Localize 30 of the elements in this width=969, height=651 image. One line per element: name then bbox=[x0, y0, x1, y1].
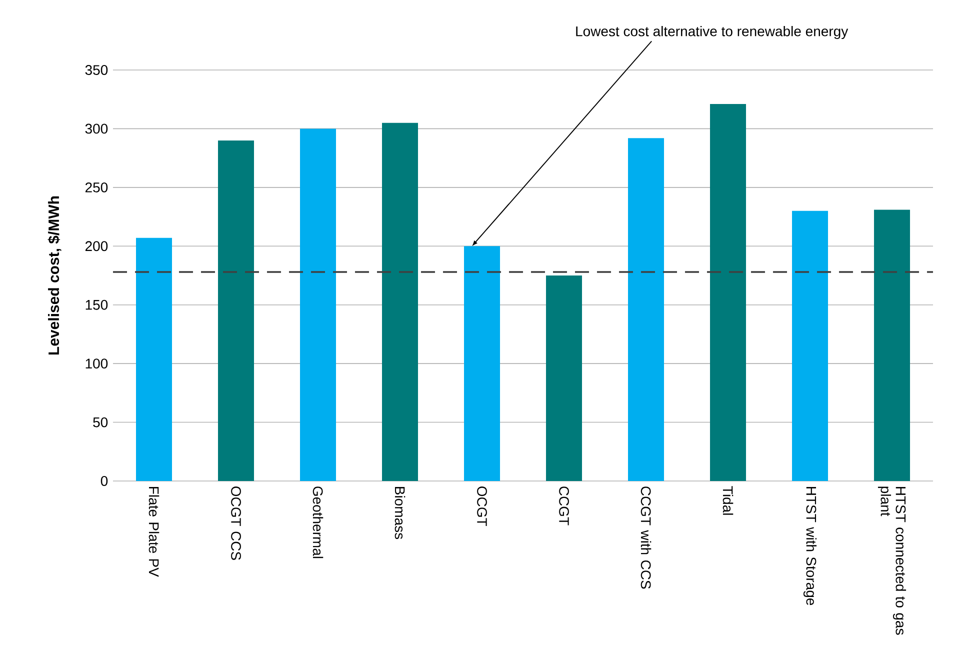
bar bbox=[136, 238, 172, 481]
y-tick-label: 300 bbox=[85, 124, 108, 134]
bar bbox=[792, 210, 828, 481]
x-tick-label: Geothermal bbox=[312, 486, 324, 558]
bar bbox=[874, 210, 910, 481]
y-tick-label: 250 bbox=[85, 182, 108, 192]
x-tick-label: HTST with Storage bbox=[803, 487, 817, 606]
y-axis-title: Levelised cost, $/MWh bbox=[48, 196, 62, 355]
y-tick-label: 200 bbox=[85, 241, 108, 252]
x-tick-label: OCGT bbox=[477, 486, 487, 526]
x-tick-label: CCGT with CCS bbox=[640, 486, 652, 589]
y-tick-label: 50 bbox=[93, 417, 108, 428]
bar bbox=[546, 276, 582, 481]
x-tick-label: Biomass bbox=[394, 487, 406, 540]
x-tick-label: OCGT CCS bbox=[231, 486, 241, 560]
bar bbox=[300, 128, 336, 481]
bar bbox=[710, 104, 746, 481]
annotation: Lowest cost alternative to renewable energy bbox=[576, 26, 848, 40]
bar bbox=[218, 140, 254, 481]
y-tick-label: 0 bbox=[100, 476, 108, 486]
y-tick-label: 350 bbox=[85, 65, 108, 75]
y-tick-label: 100 bbox=[86, 358, 108, 369]
x-tick-label: Flate Plate PV bbox=[148, 487, 160, 577]
x-tick-label: Tidal bbox=[722, 486, 734, 515]
bar bbox=[628, 138, 664, 481]
bar bbox=[464, 246, 500, 481]
bar bbox=[382, 122, 418, 481]
x-tick-label: HTST connected to gas plant bbox=[878, 486, 906, 635]
y-tick-label: 150 bbox=[86, 300, 108, 310]
x-tick-label: CCGT bbox=[559, 486, 569, 526]
